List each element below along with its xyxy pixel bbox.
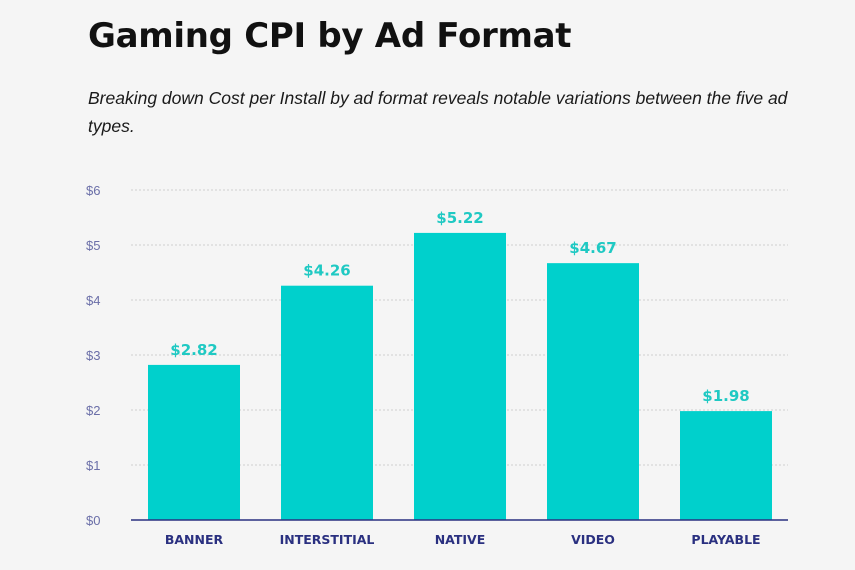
y-tick-label: $5 [86, 238, 100, 253]
chart-title: Gaming CPI by Ad Format [88, 16, 572, 56]
value-label: $5.22 [436, 209, 483, 227]
y-tick-label: $3 [86, 348, 100, 363]
y-tick-label: $6 [86, 183, 100, 198]
y-tick-label: $2 [86, 403, 100, 418]
x-tick-label: BANNER [165, 532, 224, 547]
x-tick-label: INTERSTITIAL [280, 532, 375, 547]
value-label: $2.82 [170, 341, 217, 359]
bar [281, 285, 373, 520]
y-tick-label: $4 [86, 293, 100, 308]
value-label: $1.98 [702, 387, 749, 405]
bar [547, 263, 639, 520]
y-axis-ticks: $0 $1 $2 $3 $4 $5 $6 [86, 183, 100, 528]
y-tick-label: $0 [86, 513, 100, 528]
bar [414, 232, 506, 520]
x-tick-label: VIDEO [571, 532, 615, 547]
y-tick-label: $1 [86, 458, 100, 473]
value-label: $4.67 [569, 239, 616, 257]
bar [680, 411, 772, 520]
x-tick-label: PLAYABLE [691, 532, 760, 547]
x-axis-ticks: BANNER INTERSTITIAL NATIVE VIDEO PLAYABLE [165, 532, 761, 547]
chart-subtitle: Breaking down Cost per Install by ad for… [88, 88, 788, 136]
bar [148, 364, 240, 520]
value-label: $4.26 [303, 262, 350, 280]
x-tick-label: NATIVE [435, 532, 486, 547]
value-labels: $2.82 $4.26 $5.22 $4.67 $1.98 [170, 209, 749, 405]
bars [148, 232, 772, 520]
